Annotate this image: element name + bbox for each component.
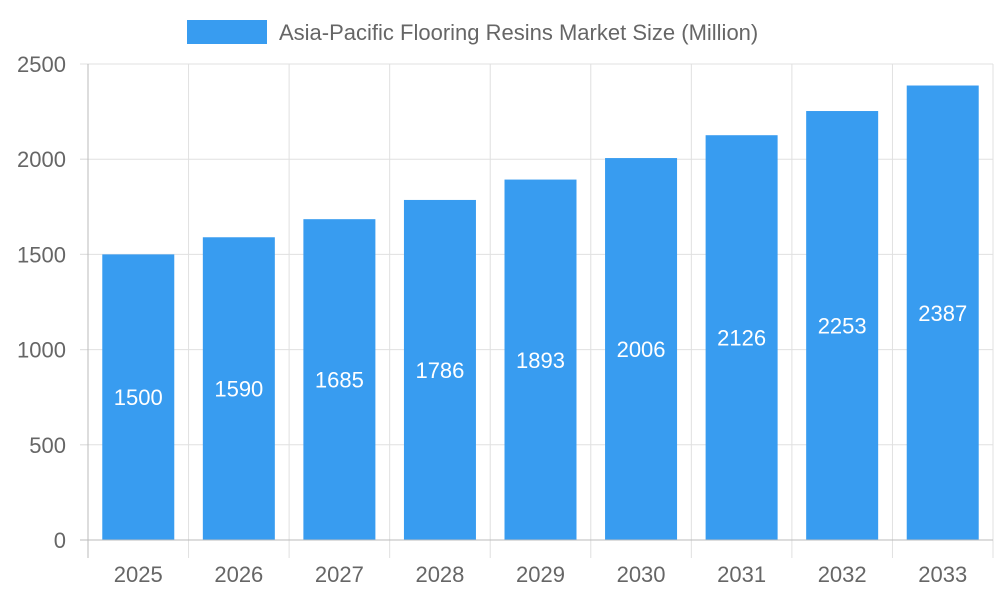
x-tick-label: 2025 <box>114 562 163 587</box>
bar-data-label: 2006 <box>617 337 666 362</box>
x-tick-label: 2026 <box>214 562 263 587</box>
y-tick-label: 0 <box>54 528 66 553</box>
y-tick-label: 500 <box>29 433 66 458</box>
legend[interactable]: Asia-Pacific Flooring Resins Market Size… <box>187 20 758 45</box>
bar <box>504 179 577 540</box>
x-tick-label: 2028 <box>415 562 464 587</box>
bar-data-label: 2387 <box>918 301 967 326</box>
bar <box>906 85 979 540</box>
bar <box>403 199 476 540</box>
bar <box>705 135 778 540</box>
bar-data-label: 1893 <box>516 348 565 373</box>
legend-swatch <box>187 20 267 44</box>
bar-data-label: 1786 <box>415 358 464 383</box>
bar <box>605 158 678 540</box>
bar-data-label: 1685 <box>315 368 364 393</box>
y-tick-label: 2500 <box>17 52 66 77</box>
x-tick-label: 2030 <box>617 562 666 587</box>
x-tick-label: 2031 <box>717 562 766 587</box>
y-tick-label: 2000 <box>17 147 66 172</box>
axes: 0 500 1000 1500 2000 2500 2025 2026 2027 2028 2029… <box>17 52 993 587</box>
bar-data-label: 2126 <box>717 326 766 351</box>
bar <box>303 219 376 540</box>
bar <box>202 237 275 540</box>
x-tick-label: 2027 <box>315 562 364 587</box>
legend-label: Asia-Pacific Flooring Resins Market Size… <box>279 20 758 45</box>
bar-data-label: 2253 <box>818 314 867 339</box>
bar-data-label: 1500 <box>114 385 163 410</box>
x-tick-label: 2029 <box>516 562 565 587</box>
x-tick-label: 2032 <box>818 562 867 587</box>
bar <box>102 254 175 540</box>
bar <box>806 111 879 540</box>
x-tick-label: 2033 <box>918 562 967 587</box>
y-tick-label: 1000 <box>17 338 66 363</box>
y-tick-label: 1500 <box>17 242 66 267</box>
bar-data-label: 1590 <box>214 377 263 402</box>
bars: 1500 1590 1685 1786 1893 2006 2126 2253 2387 <box>102 85 979 540</box>
